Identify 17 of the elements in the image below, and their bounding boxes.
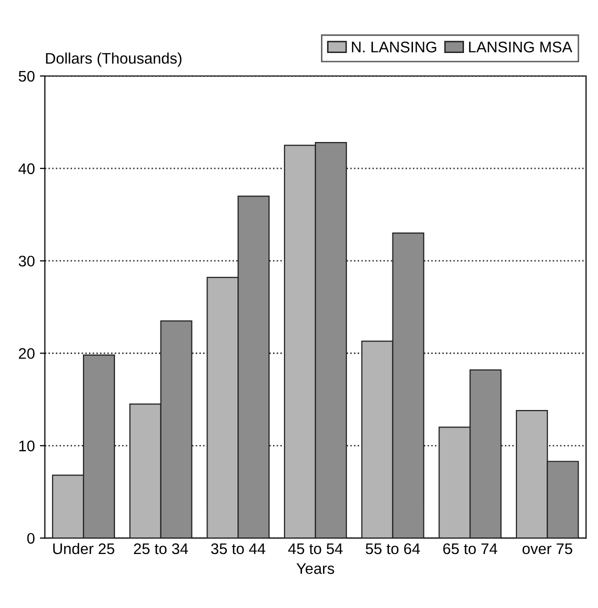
legend-label: N. LANSING	[352, 42, 436, 52]
x-tick-label: over 75	[522, 544, 572, 554]
y-axis-title: Dollars (Thousands)	[46, 52, 182, 67]
x-axis-title: Years	[296, 563, 334, 574]
x-tick-label: 25 to 34	[134, 543, 188, 554]
y-tick-label: 50	[18, 70, 35, 82]
y-tick-label: 30	[18, 256, 35, 267]
x-tick-label: 35 to 44	[211, 543, 266, 554]
y-tick-label: 10	[19, 440, 35, 452]
y-tick-label: 20	[18, 348, 35, 359]
legend-label: LANSING MSA	[469, 42, 572, 52]
y-tick-label: 0	[27, 532, 35, 544]
x-tick-label: 65 to 74	[443, 543, 498, 554]
x-tick-label: 45 to 54	[288, 544, 343, 554]
x-tick-label: Under 25	[53, 542, 114, 554]
y-tick-label: 40	[18, 163, 35, 174]
x-tick-label: 55 to 64	[366, 543, 420, 554]
